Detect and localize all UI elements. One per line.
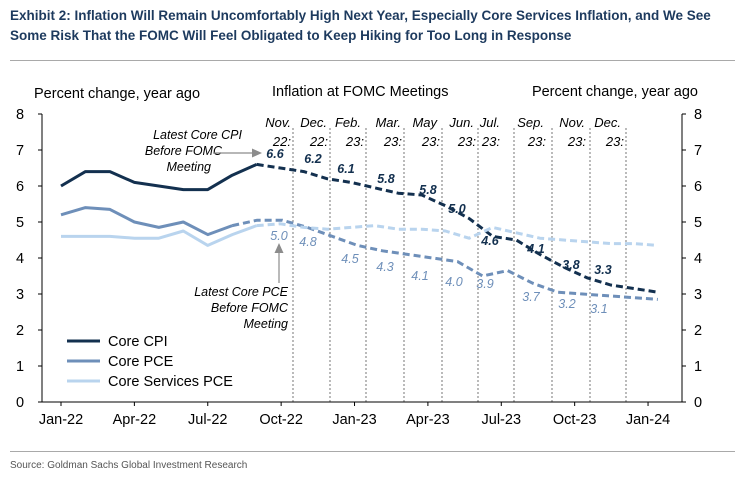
y-tick-label-right-5: 5 (694, 215, 702, 231)
label-core-pce-7: 3.7 (522, 290, 540, 304)
label-core-cpi-9: 3.3 (594, 263, 611, 277)
label-core-pce-1: 4.8 (299, 235, 316, 249)
line-core_services_pce-forecast (256, 222, 658, 247)
label-core-pce-2: 4.5 (341, 252, 358, 266)
label-core-cpi-2: 6.1 (337, 162, 354, 176)
y-tick-label-right-2: 2 (694, 323, 702, 339)
annotation-cpi-line-3: Meeting (167, 160, 212, 174)
data-labels: 6.6 5.0 6.2 4.8 6.1 4.5 5.8 4.3 5.8 4.1 5.0 4.0 4.6 3… (266, 147, 611, 316)
chart-title: Exhibit 2: Inflation Will Remain Uncomfo… (10, 8, 711, 43)
top-rule (10, 60, 735, 61)
annotation-cpi-line-1: Latest Core CPI (153, 128, 242, 142)
axes: 0 0 1 1 2 2 3 3 4 4 5 5 6 6 7 7 8 8 Jan-22 Apr-22 Jul-22 Oct-… (16, 107, 702, 428)
label-core-cpi-5: 5.0 (448, 202, 465, 216)
x-tick-label-Apr-22: Apr-22 (113, 412, 157, 428)
x-tick-label-Jul-23: Jul-23 (482, 412, 522, 428)
x-tick-label-Apr-23: Apr-23 (406, 412, 450, 428)
line-core_cpi-forecast (256, 162, 659, 294)
label-core-cpi-3: 5.8 (377, 172, 394, 186)
meeting-month-1: Dec. (300, 115, 327, 130)
meeting-month-9: Dec. (594, 115, 621, 130)
x-tick-label-Jan-23: Jan-23 (332, 412, 376, 428)
label-core-pce-0: 5.0 (270, 229, 287, 243)
meeting-year-4: 23: (421, 134, 440, 149)
y-tick-label-right-6: 6 (694, 179, 702, 195)
x-tick-label-Jul-22: Jul-22 (188, 412, 228, 428)
legend-label-core-pce: Core PCE (108, 354, 174, 370)
meeting-year-8: 23: (567, 134, 586, 149)
source-note: Source: Goldman Sachs Global Investment … (10, 460, 248, 471)
meeting-month-5: Jun. (448, 115, 474, 130)
y-tick-label-right-0: 0 (694, 395, 702, 411)
meeting-year-5: 23: (457, 134, 476, 149)
y-tick-label-right-7: 7 (694, 143, 702, 159)
y-tick-label-left-5: 5 (16, 215, 24, 231)
label-core-pce-8: 3.2 (558, 297, 575, 311)
meeting-month-2: Feb. (335, 115, 361, 130)
meeting-year-2: 23: (345, 134, 364, 149)
annotation-pce-arrowhead (274, 243, 284, 253)
label-core-cpi-4: 5.8 (419, 183, 436, 197)
line-core_cpi-actual (60, 163, 258, 192)
label-core-cpi-7: 4.1 (526, 242, 544, 256)
y-axis-label-right: Percent change, year ago (532, 84, 698, 100)
label-core-pce-3: 4.3 (376, 260, 393, 274)
meeting-month-0: Nov. (265, 115, 291, 130)
y-tick-label-right-3: 3 (694, 287, 702, 303)
y-tick-label-right-1: 1 (694, 359, 702, 375)
meeting-month-6: Jul. (479, 115, 500, 130)
y-tick-label-left-8: 8 (16, 107, 24, 123)
x-tick-label-Jan-22: Jan-22 (39, 412, 83, 428)
label-core-pce-4: 4.1 (411, 269, 428, 283)
annotation-latest-core-pce: Latest Core PCE Before FOMC Meeting (194, 243, 289, 331)
y-tick-label-left-1: 1 (16, 359, 24, 375)
meeting-year-3: 23: (383, 134, 402, 149)
meeting-year-6: 23: (481, 134, 500, 149)
annotation-cpi-line-2: Before FOMC (145, 144, 223, 158)
y-tick-label-left-0: 0 (16, 395, 24, 411)
meeting-month-4: May (412, 115, 438, 130)
meeting-month-3: Mar. (375, 115, 401, 130)
meeting-year-7: 23: (527, 134, 546, 149)
annotation-pce-line-2: Before FOMC (211, 301, 289, 315)
legend: Core CPI Core PCE Core Services PCE (67, 334, 233, 390)
y-tick-label-right-4: 4 (694, 251, 702, 267)
line-core_pce-actual (60, 206, 233, 237)
annotation-pce-line-3: Meeting (244, 317, 289, 331)
y-tick-label-left-4: 4 (16, 251, 24, 267)
annotation-pce-line-1: Latest Core PCE (194, 285, 288, 299)
y-tick-label-left-3: 3 (16, 287, 24, 303)
annotation-latest-core-cpi: Latest Core CPI Before FOMC Meeting (145, 128, 262, 174)
label-core-cpi-1: 6.2 (304, 152, 321, 166)
label-core-cpi-0: 6.6 (266, 147, 284, 161)
y-tick-label-right-8: 8 (694, 107, 702, 123)
series-lines (60, 162, 659, 301)
x-tick-label-Oct-22: Oct-22 (259, 412, 303, 428)
y-tick-label-left-6: 6 (16, 179, 24, 195)
y-tick-label-left-2: 2 (16, 323, 24, 339)
meeting-year-0: 22: (272, 134, 291, 149)
line-core_services_pce-actual (61, 224, 258, 247)
bottom-rule (10, 451, 735, 452)
y-tick-label-left-7: 7 (16, 143, 24, 159)
x-tick-label-Jan-24: Jan-24 (626, 412, 670, 428)
meeting-dividers: Nov. 22: Dec. 22: Feb. 23: Mar. 23: May 23: Jun. 23… (265, 115, 627, 402)
center-label: Inflation at FOMC Meetings (272, 84, 449, 100)
label-core-cpi-8: 3.8 (562, 258, 579, 272)
meeting-year-9: 23: (605, 134, 624, 149)
y-axis-label-left: Percent change, year ago (34, 86, 200, 102)
label-core-cpi-6: 4.6 (480, 234, 499, 248)
annotation-cpi-arrowhead (252, 148, 262, 158)
meeting-year-1: 22: (309, 134, 328, 149)
label-core-pce-5: 4.0 (445, 275, 462, 289)
label-core-pce-6: 3.9 (476, 277, 493, 291)
x-tick-label-Oct-23: Oct-23 (553, 412, 597, 428)
legend-label-core-cpi: Core CPI (108, 334, 168, 350)
meeting-month-7: Sep. (517, 115, 544, 130)
legend-label-core-services-pce: Core Services PCE (108, 374, 233, 390)
label-core-pce-9: 3.1 (590, 302, 607, 316)
meeting-month-8: Nov. (559, 115, 585, 130)
